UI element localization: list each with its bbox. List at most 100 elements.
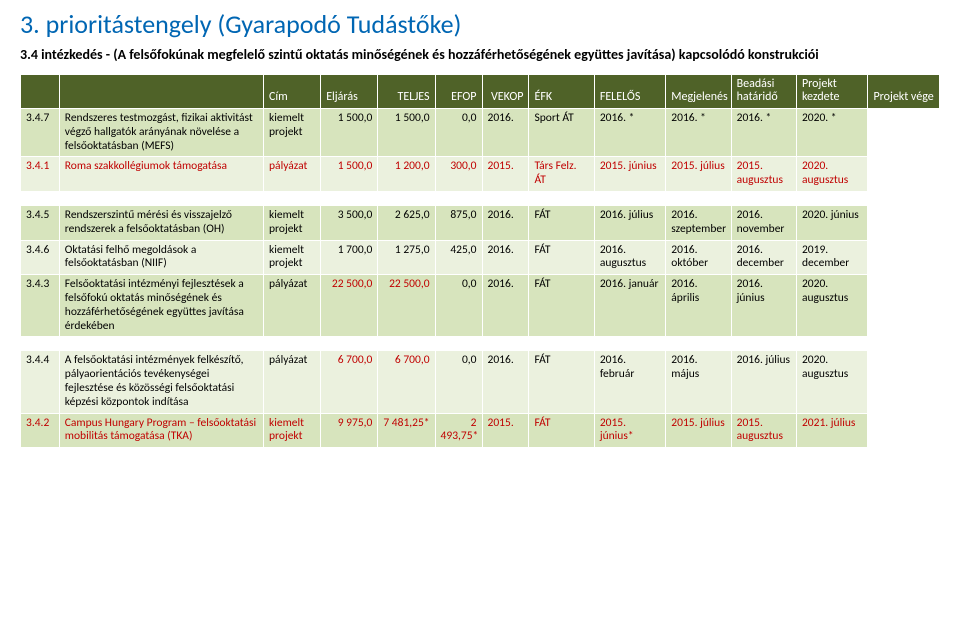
cell-teljes: 1 500,0 — [321, 157, 378, 192]
cell-efop: 1 275,0 — [378, 240, 435, 275]
row-id: 3.4.3 — [21, 275, 60, 337]
cell-elj: kiemelt projekt — [264, 413, 321, 448]
cell-kezd: 2016. július — [731, 351, 796, 413]
page-subtitle: 3.4 intézkedés - (A felsőfokúnak megfele… — [20, 46, 940, 64]
cell-efop: 7 481,25* — [378, 413, 435, 448]
cell-kezd: 2015. augusztus — [731, 413, 796, 448]
table-body: 3.4.7Rendszeres testmozgást, fizikai akt… — [21, 109, 940, 448]
row-id: 3.4.1 — [21, 157, 60, 192]
row-id: 3.4.6 — [21, 240, 60, 275]
cell-cim: Felsőoktatási intézményi fejlesztések a … — [59, 275, 263, 337]
cell-elj: kiemelt projekt — [264, 109, 321, 157]
cell-felelos: FÁT — [529, 413, 594, 448]
cell-elj: kiemelt projekt — [264, 240, 321, 275]
cell-cim: Campus Hungary Program – felsőoktatási m… — [59, 413, 263, 448]
cell-teljes: 3 500,0 — [321, 206, 378, 241]
cell-bead: 2016. * — [666, 109, 731, 157]
cell-vege: 2020. augusztus — [796, 351, 867, 413]
cell-vekop: 0,0 — [435, 109, 482, 157]
cell-felelos: FÁT — [529, 206, 594, 241]
cell-teljes: 6 700,0 — [321, 351, 378, 413]
cell-felelos: FÁT — [529, 275, 594, 337]
cell-kezd: 2016. június — [731, 275, 796, 337]
cell-vekop: 300,0 — [435, 157, 482, 192]
cell-megj: 2016. augusztus — [594, 240, 665, 275]
page-title: 3. prioritástengely (Gyarapodó Tudástőke… — [20, 8, 940, 40]
cell-vege: 2020. * — [796, 109, 867, 157]
table-header: CímEljárásTELJESEFOPVEKOPÉFKFELELŐSMegje… — [21, 74, 940, 109]
cell-megj: 2016. január — [594, 275, 665, 337]
cell-megj: 2016. február — [594, 351, 665, 413]
cell-bead: 2016. október — [666, 240, 731, 275]
cell-teljes: 9 975,0 — [321, 413, 378, 448]
cell-kezd: 2016. * — [731, 109, 796, 157]
cell-elj: pályázat — [264, 157, 321, 192]
cell-teljes: 22 500,0 — [321, 275, 378, 337]
row-id: 3.4.4 — [21, 351, 60, 413]
cell-bead: 2015. július — [666, 157, 731, 192]
cell-vekop: 875,0 — [435, 206, 482, 241]
cell-felelos: FÁT — [529, 351, 594, 413]
cell-efk: 2015. — [482, 157, 529, 192]
cell-vekop: 0,0 — [435, 351, 482, 413]
col-header — [59, 74, 263, 109]
cell-megj: 2016. * — [594, 109, 665, 157]
cell-vege: 2020. augusztus — [796, 157, 867, 192]
cell-felelos: Társ Felz. ÁT — [529, 157, 594, 192]
cell-elj: pályázat — [264, 351, 321, 413]
cell-vekop: 2 493,75* — [435, 413, 482, 448]
col-header: VEKOP — [482, 74, 529, 109]
cell-cim: Roma szakkollégiumok támogatása — [59, 157, 263, 192]
cell-efop: 1 200,0 — [378, 157, 435, 192]
data-table: CímEljárásTELJESEFOPVEKOPÉFKFELELŐSMegje… — [20, 74, 940, 449]
cell-vege: 2019. december — [796, 240, 867, 275]
cell-felelos: Sport ÁT — [529, 109, 594, 157]
cell-vege: 2020. augusztus — [796, 275, 867, 337]
col-header: Cím — [264, 74, 321, 109]
cell-elj: kiemelt projekt — [264, 206, 321, 241]
col-header: EFOP — [435, 74, 482, 109]
cell-bead: 2016. május — [666, 351, 731, 413]
col-header: Beadási határidő — [731, 74, 796, 109]
cell-teljes: 1 500,0 — [321, 109, 378, 157]
cell-cim: A felsőoktatási intézmények felkészítő, … — [59, 351, 263, 413]
col-header: TELJES — [378, 74, 435, 109]
cell-megj: 2015. június* — [594, 413, 665, 448]
cell-cim: Oktatási felhő megoldások a felsőoktatás… — [59, 240, 263, 275]
cell-bead: 2016. szeptember — [666, 206, 731, 241]
cell-efk: 2016. — [482, 351, 529, 413]
row-id: 3.4.5 — [21, 206, 60, 241]
cell-megj: 2016. július — [594, 206, 665, 241]
cell-vekop: 425,0 — [435, 240, 482, 275]
cell-elj: pályázat — [264, 275, 321, 337]
row-id: 3.4.7 — [21, 109, 60, 157]
cell-vege: 2020. június — [796, 206, 867, 241]
cell-vekop: 0,0 — [435, 275, 482, 337]
cell-kezd: 2015. augusztus — [731, 157, 796, 192]
cell-vege: 2021. július — [796, 413, 867, 448]
col-header: FELELŐS — [594, 74, 665, 109]
cell-efk: 2016. — [482, 109, 529, 157]
cell-efop: 2 625,0 — [378, 206, 435, 241]
cell-efop: 1 500,0 — [378, 109, 435, 157]
cell-efk: 2015. — [482, 413, 529, 448]
cell-efop: 22 500,0 — [378, 275, 435, 337]
cell-bead: 2016. április — [666, 275, 731, 337]
cell-efk: 2016. — [482, 206, 529, 241]
cell-kezd: 2016. november — [731, 206, 796, 241]
col-header-blank — [21, 74, 60, 109]
col-header: Projekt kezdete — [796, 74, 867, 109]
cell-megj: 2015. június — [594, 157, 665, 192]
cell-kezd: 2016. december — [731, 240, 796, 275]
cell-teljes: 1 700,0 — [321, 240, 378, 275]
col-header: Eljárás — [321, 74, 378, 109]
col-header: Projekt vége — [868, 74, 940, 109]
cell-cim: Rendszerszintű mérési és visszajelző ren… — [59, 206, 263, 241]
cell-efk: 2016. — [482, 240, 529, 275]
cell-cim: Rendszeres testmozgást, fizikai aktivitá… — [59, 109, 263, 157]
col-header: Megjelenés — [666, 74, 731, 109]
row-id: 3.4.2 — [21, 413, 60, 448]
cell-bead: 2015. július — [666, 413, 731, 448]
cell-efop: 6 700,0 — [378, 351, 435, 413]
cell-efk: 2016. — [482, 275, 529, 337]
